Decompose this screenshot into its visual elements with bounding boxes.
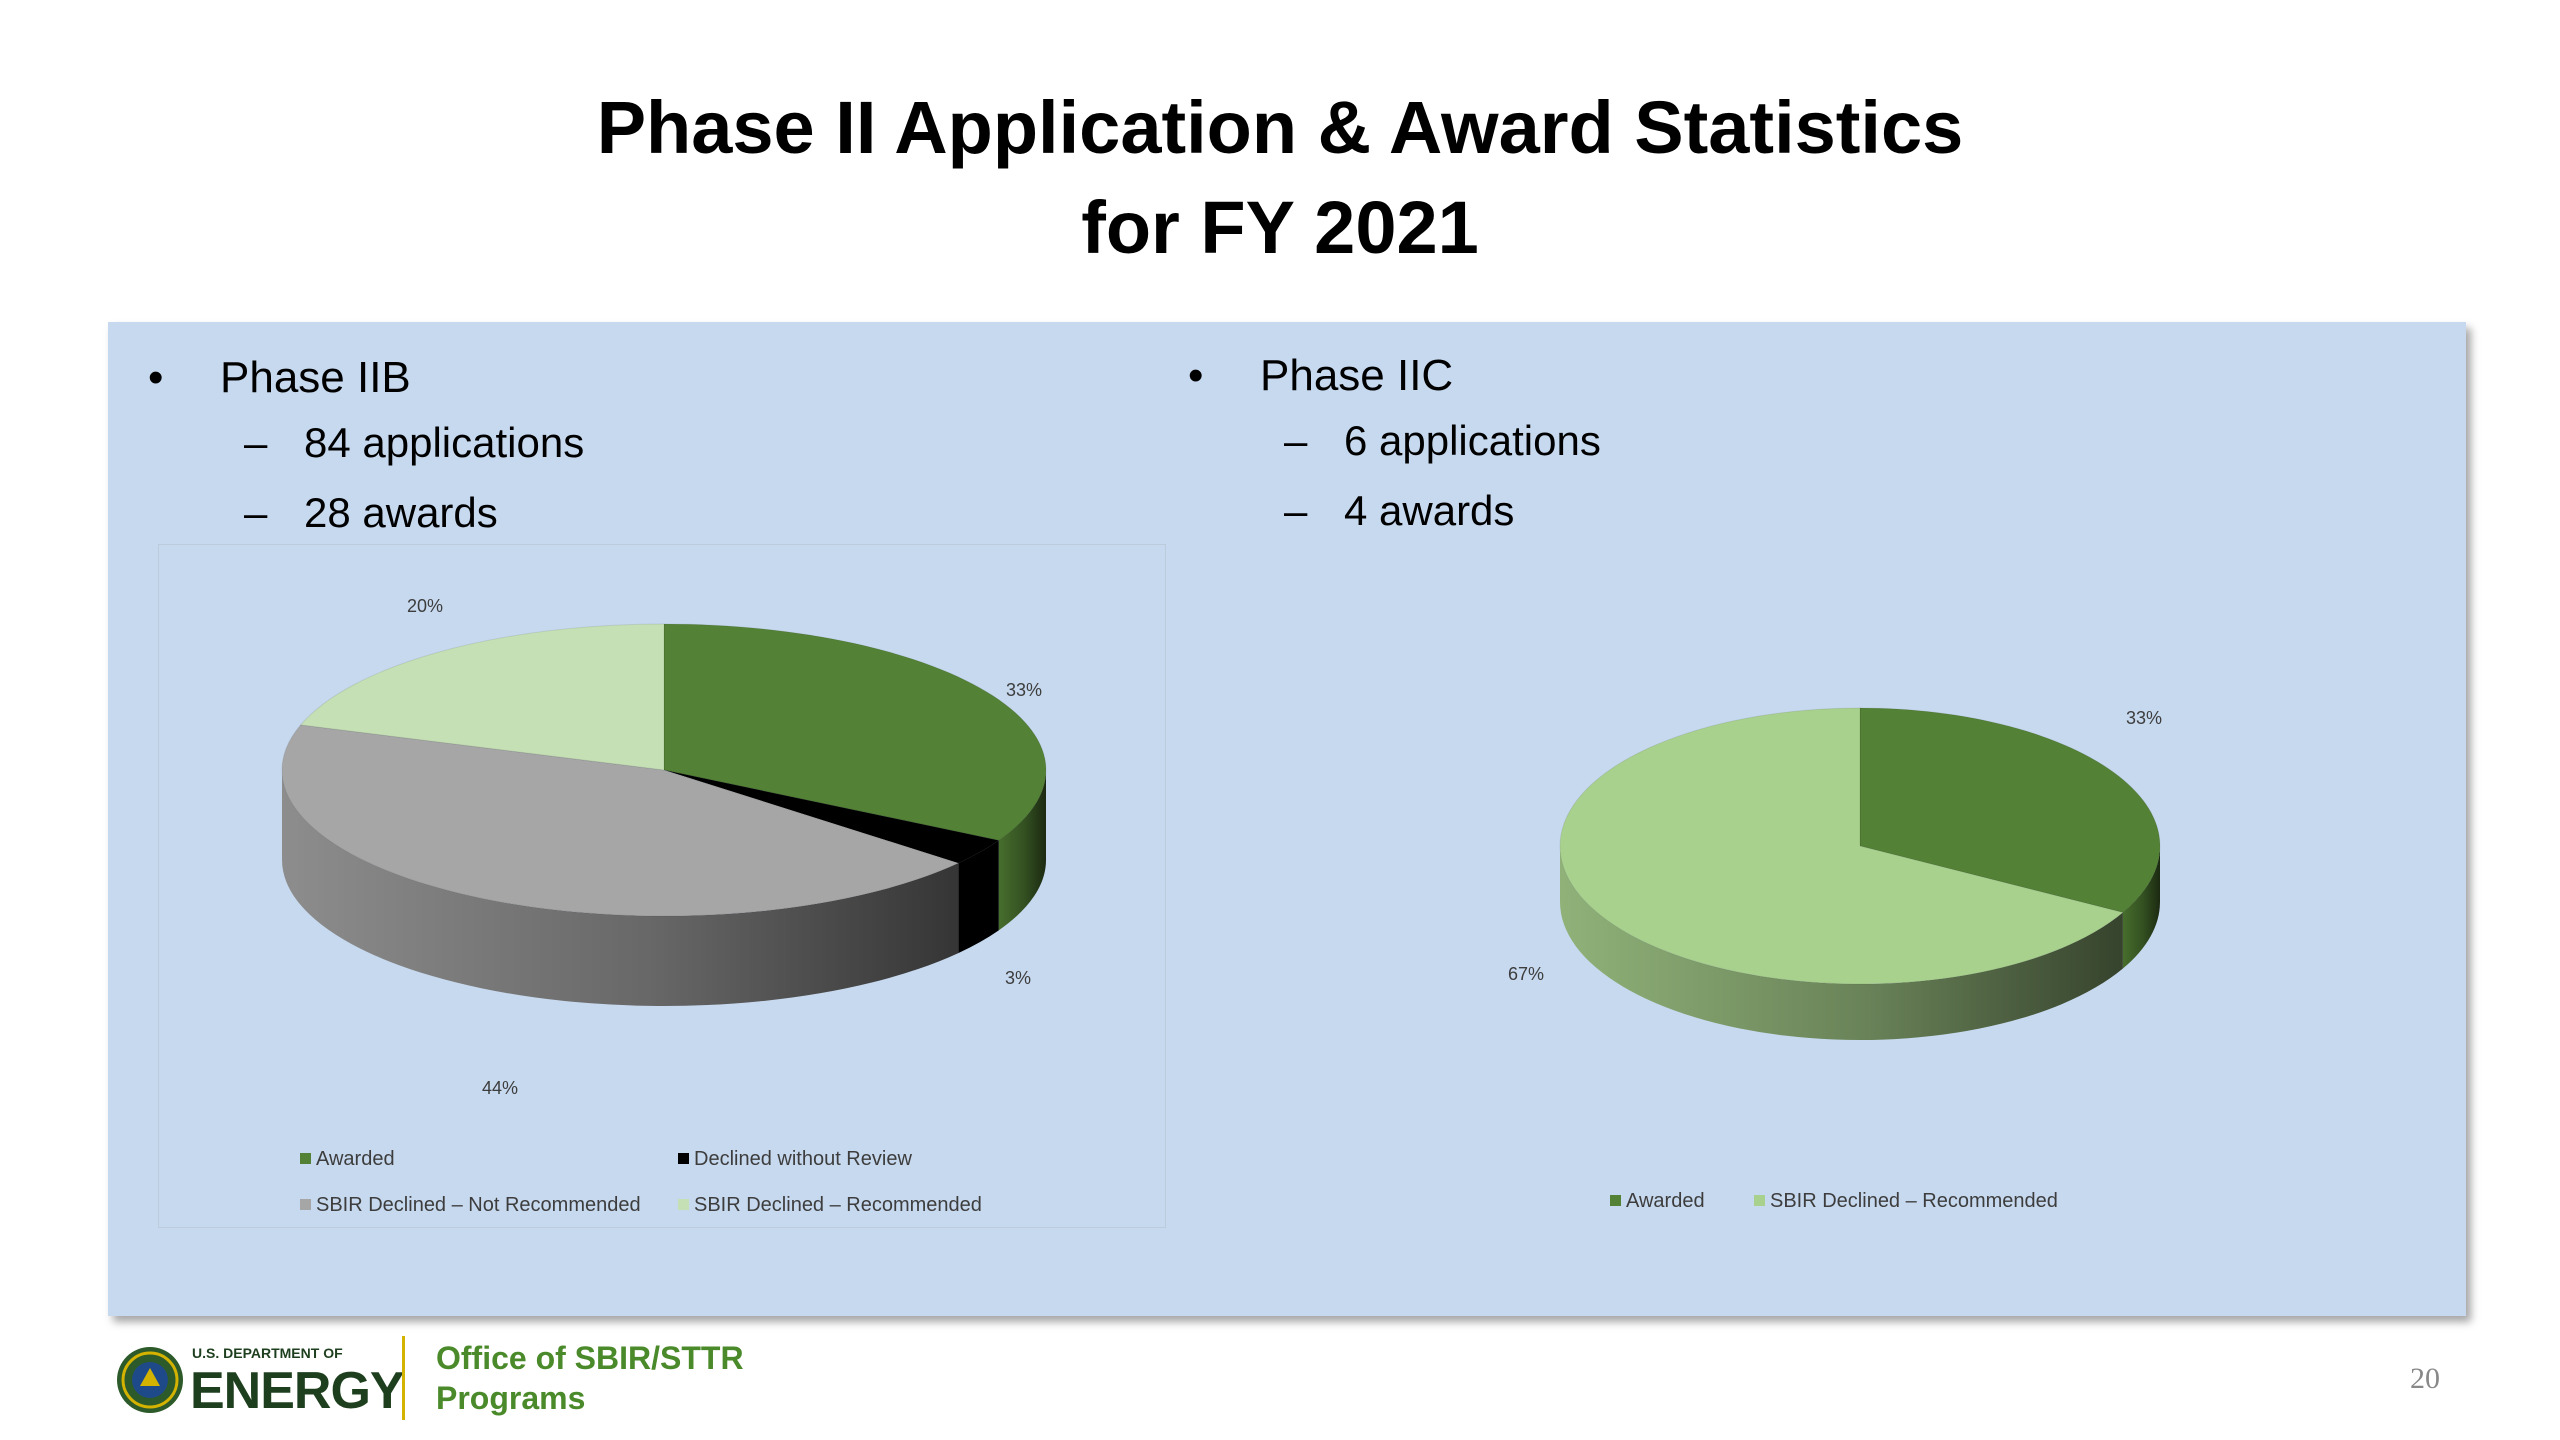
doe-agency-small: U.S. DEPARTMENT OF	[192, 1345, 343, 1361]
iib-label-sbir-declined-not-recommended: 44%	[482, 1078, 518, 1098]
iib-label-declined-without-review: 3%	[1005, 968, 1031, 988]
iib-side-awarded	[998, 770, 1046, 931]
iib-label-sbir-declined-recommended: 20%	[407, 596, 443, 616]
legend-label: Awarded	[316, 1148, 395, 1170]
office-line-1: Office of SBIR/STTR	[436, 1340, 744, 1376]
doe-agency-big: ENERGY	[190, 1362, 404, 1420]
iib-slice-declined-without-review	[663, 769, 1000, 864]
phase-iic-awards-text: 4 awards	[1344, 487, 1515, 534]
phase-iib-awards: – 28 awards	[108, 478, 584, 548]
iic-label-awarded: 33%	[2126, 708, 2162, 728]
phase-iic-pie-chart: 33% 67%	[1508, 707, 2162, 1040]
bullet-icon: •	[1188, 351, 1204, 400]
legend-swatch-icon	[678, 1199, 689, 1210]
iib-legend-awarded: Awarded	[300, 1146, 395, 1172]
iib-slice-awarded	[663, 623, 1047, 841]
legend-swatch-icon	[678, 1153, 689, 1164]
iic-legend-awarded: Awarded	[1610, 1188, 1705, 1214]
title-line-1: Phase II Application & Award Statistics	[596, 86, 1964, 169]
phase-iic-awards: – 4 awards	[1148, 476, 1601, 546]
phase-iic-heading-text: Phase IIC	[1260, 351, 1454, 400]
title-line-2: for FY 2021	[1081, 186, 1479, 269]
iib-side-sbir-declined-not-recommended	[282, 770, 959, 1006]
phase-iic-applications-text: 6 applications	[1344, 417, 1601, 464]
iib-slice-sbir-declined-not-recommended	[281, 724, 960, 917]
legend-swatch-icon	[300, 1153, 311, 1164]
dash-icon: –	[1284, 417, 1308, 464]
doe-logo: U.S. DEPARTMENT OF ENERGY	[117, 1345, 405, 1420]
legend-label: SBIR Declined – Recommended	[1770, 1190, 2058, 1212]
iib-legend-sbir-declined-not-recommended: SBIR Declined – Not Recommended	[300, 1192, 641, 1218]
phase-iib-applications-text: 84 applications	[304, 419, 585, 466]
dash-icon: –	[1284, 487, 1308, 534]
iic-slice-sbir-declined-recommended	[1559, 707, 2124, 985]
legend-label: Declined without Review	[694, 1148, 912, 1170]
iib-slice-sbir-declined-recommended	[299, 623, 665, 771]
iib-side-declined-without-review	[958, 840, 999, 954]
iic-label-sbir-declined-recommended: 67%	[1508, 964, 1544, 984]
office-name: Office of SBIR/STTR Programs	[436, 1338, 744, 1418]
dash-icon: –	[244, 419, 268, 466]
iib-legend-declined-without-review: Declined without Review	[678, 1146, 912, 1172]
legend-swatch-icon	[1610, 1195, 1621, 1206]
phase-iib-bullets: • Phase IIB – 84 applications – 28 award…	[108, 348, 584, 548]
iib-legend-sbir-declined-recommended: SBIR Declined – Recommended	[678, 1192, 982, 1218]
legend-label: SBIR Declined – Recommended	[694, 1194, 982, 1216]
legend-label: SBIR Declined – Not Recommended	[316, 1194, 641, 1216]
phase-iib-chart-area	[158, 544, 1166, 1228]
phase-iic-bullets: • Phase IIC – 6 applications – 4 awards	[1148, 346, 1601, 546]
legend-swatch-icon	[300, 1199, 311, 1210]
legend-swatch-icon	[1754, 1195, 1765, 1206]
office-line-2: Programs	[436, 1380, 586, 1416]
slide-title: Phase II Application & Award Statistics …	[0, 78, 2560, 278]
phase-iib-awards-text: 28 awards	[304, 489, 498, 536]
bullet-icon: •	[148, 353, 164, 402]
phase-iic-applications: – 6 applications	[1148, 406, 1601, 476]
dash-icon: –	[244, 489, 268, 536]
phase-iib-heading: • Phase IIB	[108, 348, 584, 408]
footer-divider	[402, 1336, 405, 1420]
legend-label: Awarded	[1626, 1190, 1705, 1212]
phase-iib-pie-chart: 33% 3% 44% 20%	[281, 596, 1047, 1098]
phase-iic-heading: • Phase IIC	[1148, 346, 1601, 406]
iic-legend-sbir-declined-recommended: SBIR Declined – Recommended	[1754, 1188, 2058, 1214]
phase-iib-applications: – 84 applications	[108, 408, 584, 478]
page-number: 20	[2410, 1362, 2440, 1395]
phase-iib-heading-text: Phase IIB	[220, 353, 411, 402]
iic-side-awarded	[2122, 846, 2160, 969]
iic-side-sbir-declined-recommended	[1560, 846, 2123, 1040]
content-panel: • Phase IIB – 84 applications – 28 award…	[108, 322, 2466, 1316]
iic-slice-awarded	[1859, 707, 2161, 914]
iib-label-awarded: 33%	[1006, 680, 1042, 700]
